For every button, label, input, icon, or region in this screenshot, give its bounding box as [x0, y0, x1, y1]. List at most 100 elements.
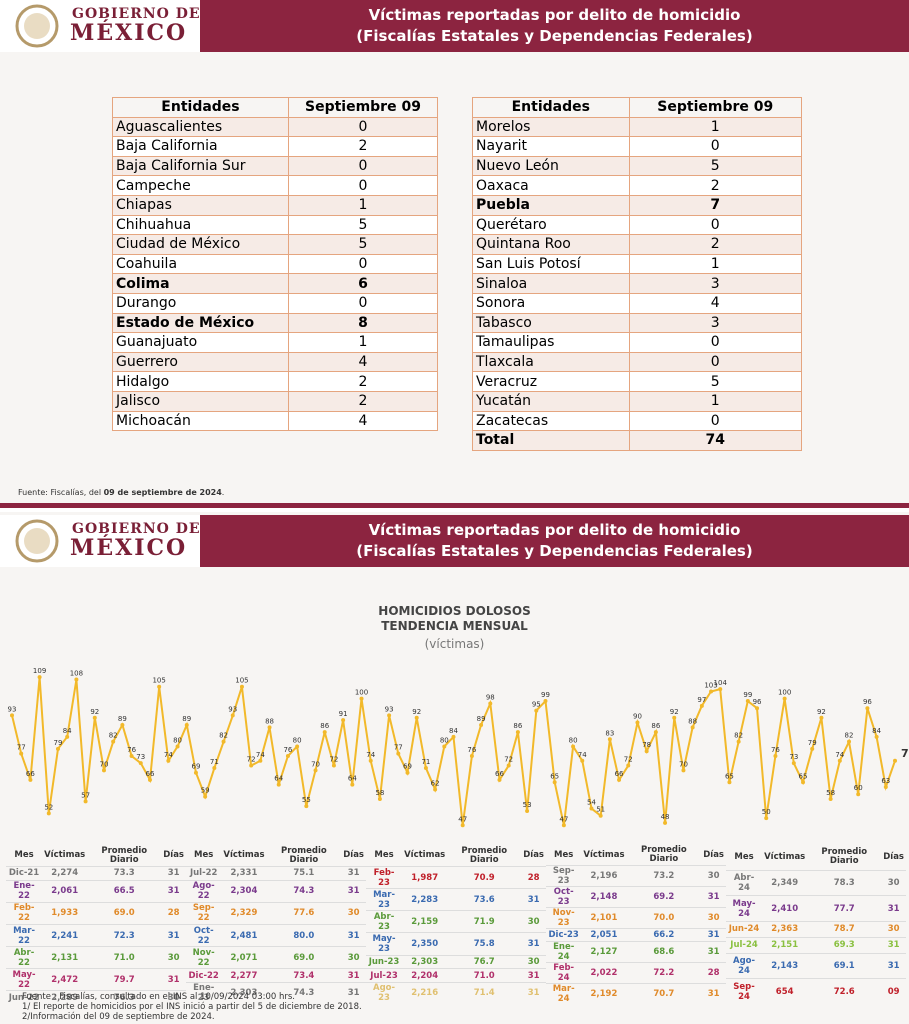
state-value: 0	[287, 175, 439, 196]
month-row: Jul-24 2,151 69.3 31	[726, 936, 906, 954]
cell-victimas: 2,350	[402, 932, 448, 956]
cell-dias: 30	[701, 865, 726, 887]
cell-dias: 31	[701, 941, 726, 963]
point	[221, 739, 226, 744]
point	[469, 754, 474, 758]
cell-promedio: 74.3	[266, 879, 342, 903]
cell-dias: 30	[701, 907, 726, 929]
column-header: Mes	[14, 850, 34, 861]
point	[561, 823, 566, 828]
row: Ciudad de México 5	[112, 234, 439, 255]
state-name: Nuevo León	[472, 155, 630, 177]
point-label: 82	[845, 732, 854, 740]
cell-promedio: 72.2	[626, 962, 702, 984]
month-row: Jul-22 2,331 75.1 31	[186, 866, 366, 881]
point	[626, 763, 631, 768]
cell-mes: Jul-22	[186, 866, 222, 881]
column-header: Promedio Diario	[461, 845, 508, 865]
cell-mes: Sep-24	[726, 978, 763, 1004]
state-name: Baja California Sur	[112, 155, 289, 177]
cell-victimas: 1,987	[402, 866, 448, 889]
month-group: Mes Víctimas Promedio Diario Días Feb-23 1,98…	[366, 845, 546, 1004]
point-label: 53	[523, 801, 532, 809]
cell-mes: Oct-22	[186, 923, 222, 947]
month-row: Jun-24 2,363 78.7 30	[726, 920, 906, 938]
cell-dias: 30	[161, 946, 186, 969]
point	[506, 763, 511, 768]
cell-mes: Jun-22	[6, 990, 43, 1004]
emblem-core	[24, 528, 50, 554]
month-row: Dic-22 2,277 73.4 31	[186, 968, 366, 983]
point	[525, 808, 530, 813]
month-group: Mes Víctimas Promedio Diario Días Jul-22 2,33…	[186, 845, 366, 1004]
point-label: 80	[173, 736, 182, 744]
row: Chihuahua 5	[112, 214, 439, 236]
cell-mes: Ene-24	[546, 941, 582, 963]
month-row: Feb-24 2,022 72.2 28	[546, 962, 726, 984]
state-value: 2	[628, 234, 803, 255]
point	[120, 722, 125, 727]
state-name: Tamaulipas	[472, 332, 630, 353]
point-label: 72	[504, 756, 513, 764]
cell-dias: 31	[881, 895, 906, 922]
cell-victimas: 2,303	[221, 981, 267, 1004]
point	[617, 777, 622, 782]
point-label: 70	[100, 760, 109, 768]
point	[313, 768, 318, 773]
point	[368, 758, 373, 763]
point-label: 57	[81, 791, 90, 799]
state-value: 7	[628, 194, 803, 216]
row: Guerrero 4	[112, 351, 439, 373]
month-row: Abr-23 2,159 71.9 30	[366, 910, 546, 933]
month-row: Mar-22 2,241 72.3 31	[6, 923, 186, 947]
point-label: 58	[375, 789, 384, 797]
point-label: 47	[559, 815, 568, 823]
point	[157, 684, 162, 689]
point-label: 98	[486, 693, 495, 701]
point	[111, 739, 116, 744]
point	[10, 713, 14, 718]
cell-dias: 31	[161, 923, 186, 947]
cell-promedio: 79.7	[87, 968, 162, 991]
state-name: Coahuila	[112, 253, 289, 275]
cell-promedio: 71.4	[447, 981, 522, 1004]
row: Jalisco 2	[112, 390, 439, 412]
monthly-table: Mes Víctimas Promedio Diario Días Dic-21 2,27…	[6, 845, 906, 1004]
row: Veracruz 5	[472, 371, 803, 392]
row: Querétaro 0	[472, 214, 803, 236]
cell-dias: 28	[701, 962, 726, 984]
point	[37, 675, 42, 680]
cell-promedio: 75.1	[266, 866, 342, 881]
point-label: 96	[863, 698, 872, 706]
cell-promedio: 66.2	[626, 928, 702, 942]
state-value: 0	[287, 253, 439, 275]
state-value: 1	[287, 194, 439, 216]
title-line-1: Víctimas reportadas por delito de homici…	[368, 6, 741, 24]
cell-dias: 30	[881, 869, 906, 896]
cell-victimas: 2,192	[581, 983, 627, 1004]
cell-promedio: 80.0	[266, 923, 342, 947]
column-header: Víctimas	[404, 850, 446, 861]
row: Morelos 1	[472, 116, 803, 138]
point	[635, 720, 640, 725]
column-header: Días	[883, 851, 904, 862]
cell-mes: Ago-23	[366, 981, 403, 1004]
point	[377, 797, 382, 801]
point	[129, 754, 134, 758]
logo-line-1: GOBIERNO DE	[72, 521, 201, 537]
point-label: 86	[320, 722, 329, 730]
month-row: Abr-22 2,131 71.0 30	[6, 946, 186, 969]
cell-promedio: 77.7	[807, 895, 882, 922]
state-name: Chiapas	[112, 194, 289, 216]
state-name: Veracruz	[472, 371, 630, 392]
state-name: Ciudad de México	[112, 234, 289, 255]
point-label: 89	[477, 715, 486, 723]
state-value: 1	[628, 253, 803, 275]
row: Tamaulipas 0	[472, 332, 803, 353]
point	[147, 777, 152, 782]
row: Aguascalientes 0	[112, 116, 439, 138]
source-end: .	[221, 488, 225, 497]
point-label: 50	[762, 808, 771, 816]
cell-mes: Nov-22	[186, 946, 222, 969]
column-header: Mes	[374, 850, 394, 861]
